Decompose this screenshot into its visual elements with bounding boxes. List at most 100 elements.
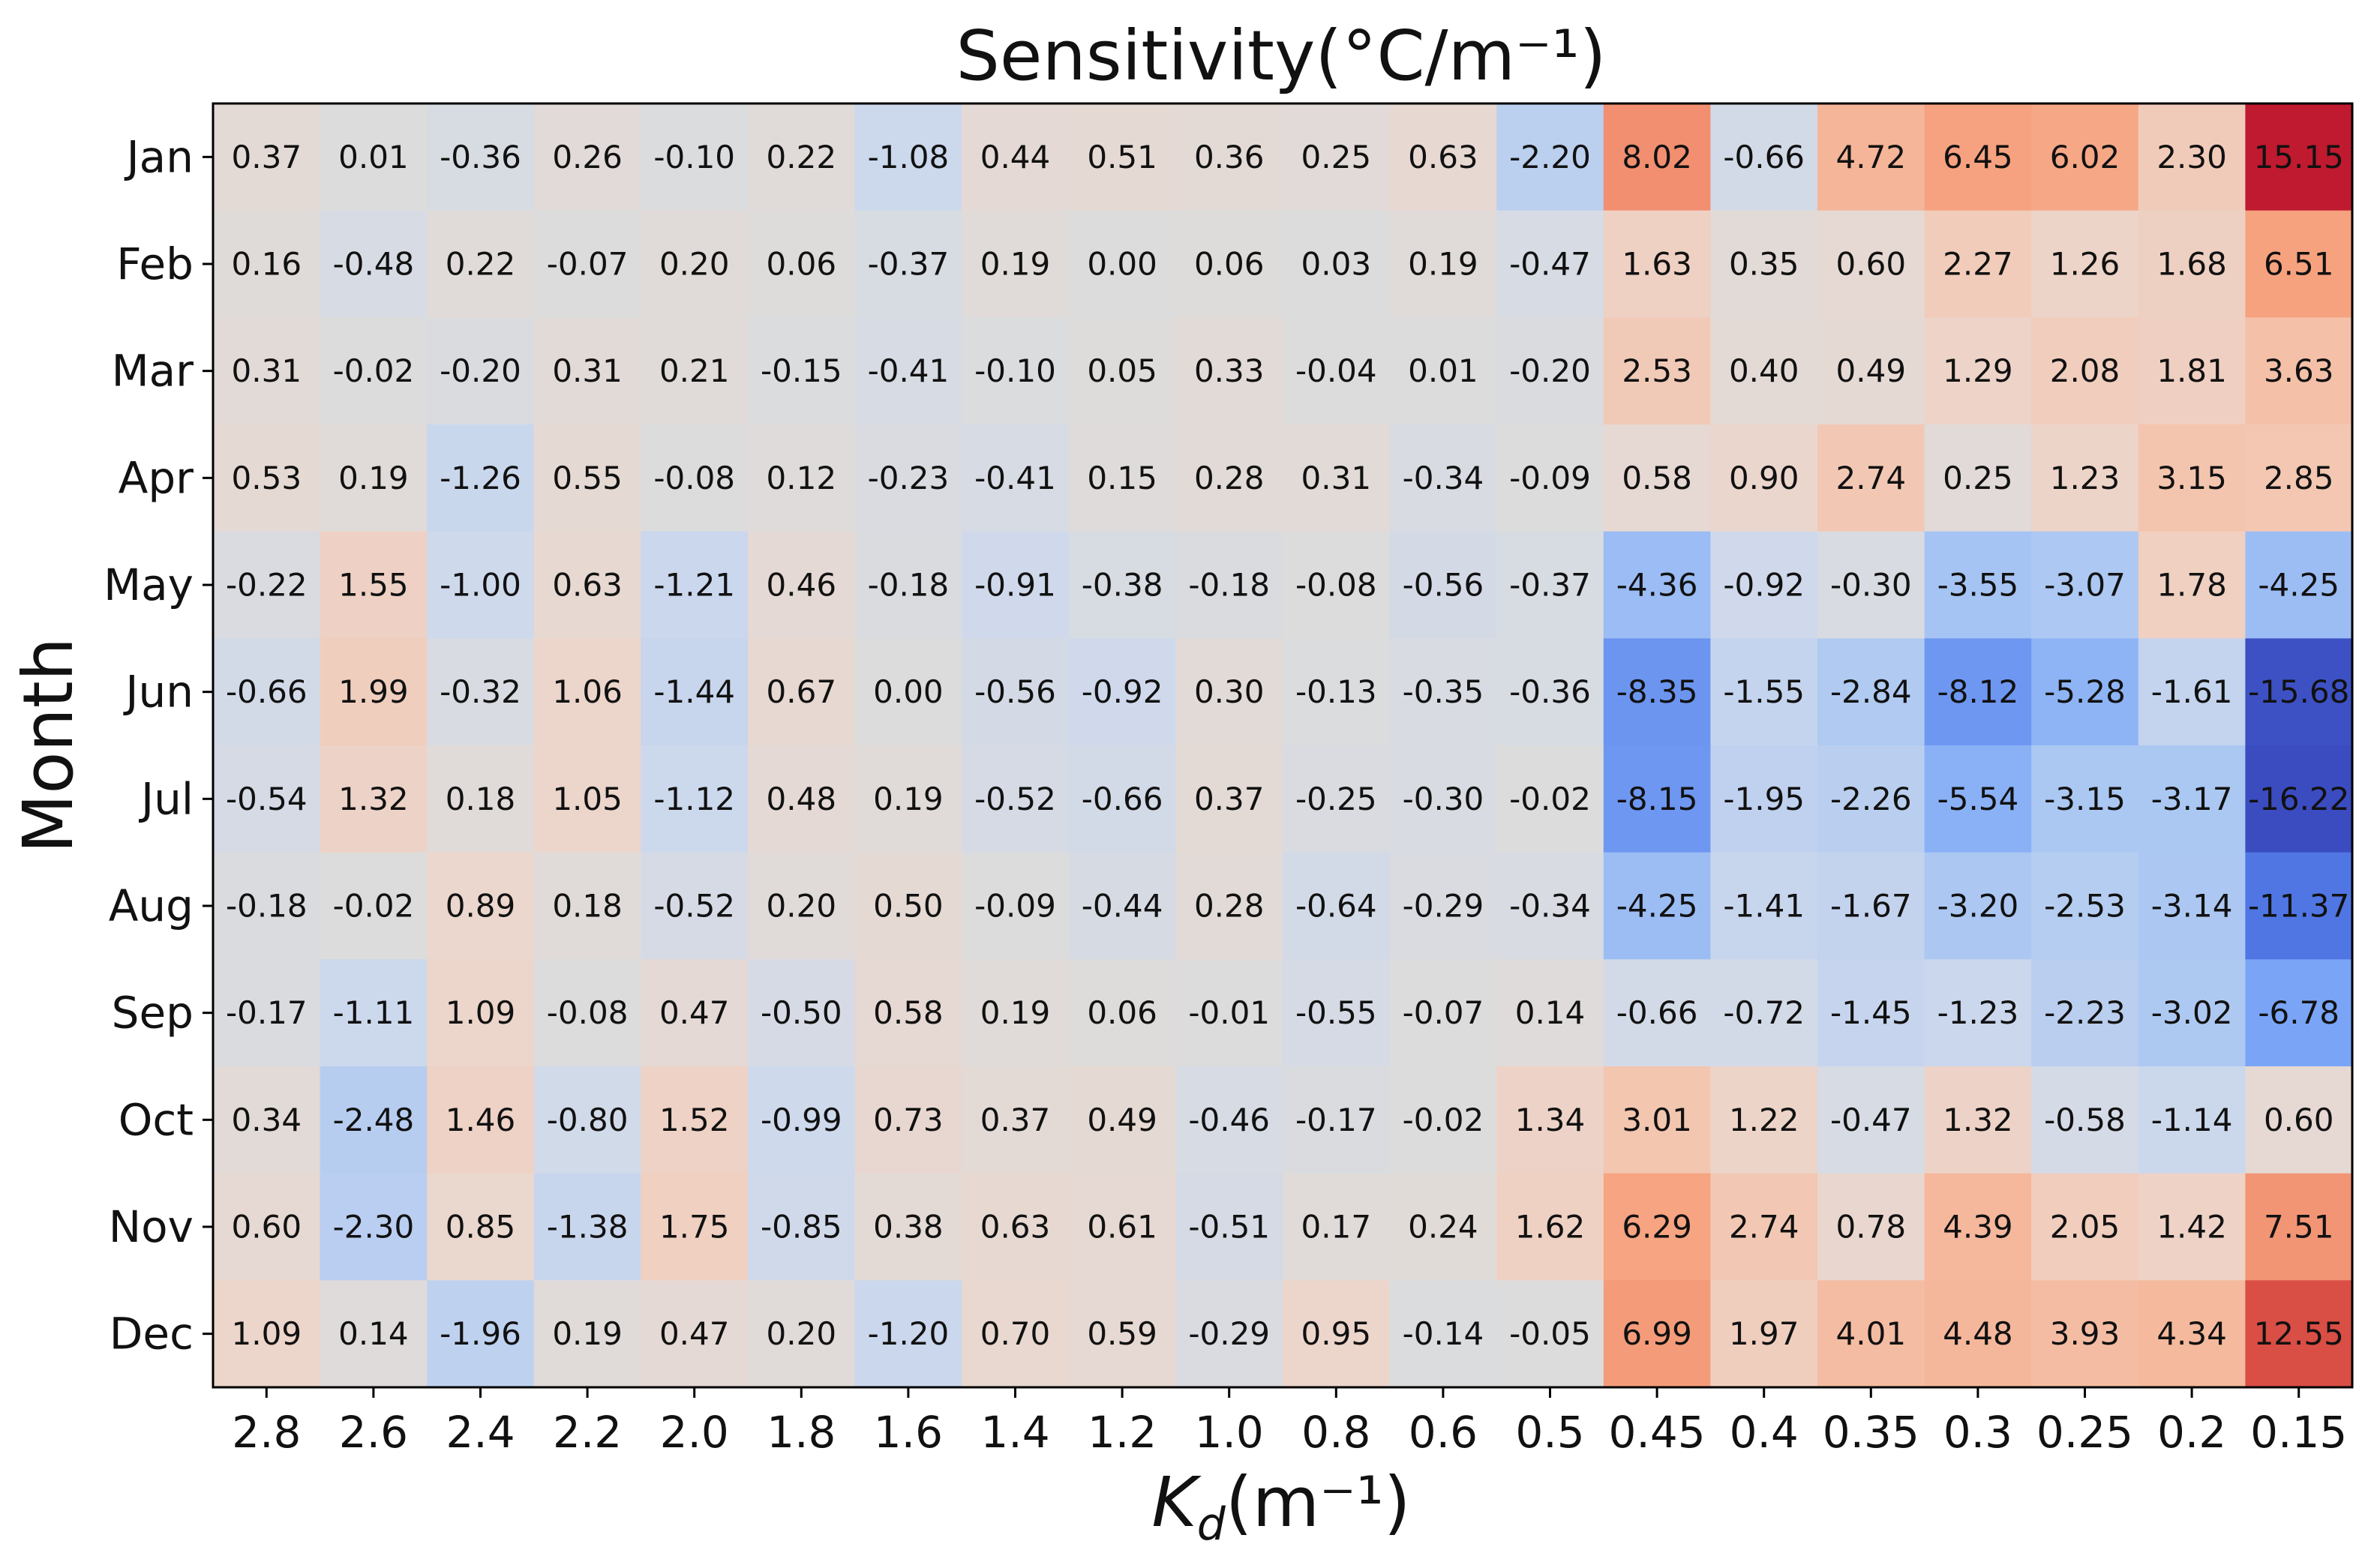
y-tick-label: Jul — [139, 773, 194, 824]
heatmap-cell — [2031, 852, 2139, 960]
cell-value-label: 0.21 — [659, 352, 730, 389]
heatmap-cell — [641, 1173, 749, 1281]
heatmap-cell — [427, 424, 535, 532]
cell-value-label: 0.46 — [767, 567, 837, 604]
cell-value-label: 1.22 — [1729, 1102, 1799, 1138]
cell-value-label: -2.30 — [333, 1209, 415, 1246]
cell-value-label: -0.17 — [1295, 1102, 1377, 1138]
cell-value-label: 0.36 — [1194, 139, 1265, 175]
y-tick-label: Aug — [109, 880, 194, 931]
cell-value-label: -0.72 — [1723, 994, 1805, 1031]
x-tick-label: 1.0 — [1195, 1407, 1264, 1458]
heatmap-cell — [1924, 1066, 2032, 1174]
heatmap-cell — [533, 745, 641, 853]
cell-value-label: 0.58 — [873, 994, 944, 1031]
heatmap-cell — [320, 959, 428, 1067]
cell-value-label: -0.22 — [226, 567, 308, 604]
heatmap-cell — [320, 852, 428, 960]
cell-value-label: 1.32 — [338, 781, 409, 817]
cell-value-label: -0.66 — [226, 673, 308, 710]
heatmap-cell — [1068, 1280, 1176, 1388]
cell-value-label: -0.30 — [1403, 781, 1484, 817]
heatmap-cell — [641, 959, 749, 1067]
cell-value-label: -11.37 — [2248, 888, 2349, 925]
cell-value-label: -1.00 — [440, 567, 521, 604]
heatmap-cell — [962, 210, 1070, 318]
cell-value-label: 0.40 — [1729, 352, 1799, 389]
cell-value-label: -1.61 — [2151, 673, 2233, 710]
cell-value-label: 0.60 — [232, 1209, 302, 1246]
cell-value-label: -0.92 — [1723, 567, 1805, 604]
cell-value-label: -5.54 — [1937, 781, 2019, 817]
heatmap-cell — [1283, 317, 1391, 425]
heatmap-cell — [1817, 424, 1925, 532]
heatmap-cell — [213, 1066, 321, 1174]
heatmap-cell — [2138, 317, 2246, 425]
cell-value-label: 0.19 — [980, 246, 1051, 283]
heatmap-cell — [2138, 1066, 2246, 1174]
x-tick-label: 1.2 — [1088, 1407, 1157, 1458]
heatmap-cell — [1603, 1173, 1711, 1281]
cell-value-label: 1.63 — [1622, 246, 1692, 283]
cell-value-label: 6.02 — [2050, 139, 2120, 175]
cell-value-label: -0.08 — [653, 460, 735, 496]
cell-value-label: 0.31 — [1301, 460, 1372, 496]
heatmap-cell — [1710, 1280, 1818, 1388]
x-tick-label: 2.4 — [446, 1407, 515, 1458]
cell-value-label: 1.97 — [1729, 1315, 1799, 1352]
heatmap-cell — [2245, 1280, 2353, 1388]
heatmap-cell — [748, 852, 856, 960]
cell-value-label: -5.28 — [2044, 673, 2126, 710]
cell-value-label: -1.20 — [868, 1315, 950, 1352]
heatmap-cell — [533, 638, 641, 746]
heatmap-cell — [1603, 103, 1711, 211]
cell-value-label: 1.09 — [446, 994, 516, 1031]
heatmap-cell — [1924, 959, 2032, 1067]
cell-value-label: -0.92 — [1082, 673, 1163, 710]
heatmap-cell — [1175, 317, 1283, 425]
cell-value-label: -0.36 — [440, 139, 521, 175]
heatmap-cell — [854, 317, 962, 425]
cell-value-label: -0.51 — [1188, 1209, 1270, 1246]
heatmap-cell — [1496, 1173, 1604, 1281]
heatmap-cell — [2031, 1173, 2139, 1281]
heatmap-cell — [1389, 745, 1497, 853]
cell-value-label: 0.30 — [1194, 673, 1265, 710]
heatmap-cell — [1924, 1173, 2032, 1281]
cell-value-label: -0.46 — [1188, 1102, 1270, 1138]
cell-value-label: 1.06 — [552, 673, 623, 710]
cell-value-label: 0.44 — [980, 139, 1051, 175]
heatmap-cell — [213, 959, 321, 1067]
heatmap-cell — [2031, 638, 2139, 746]
heatmap-cell — [854, 1066, 962, 1174]
heatmap-cell — [427, 103, 535, 211]
cell-value-label: -1.38 — [547, 1209, 629, 1246]
x-tick-label: 0.3 — [1943, 1407, 2012, 1458]
cell-value-label: 0.37 — [232, 139, 302, 175]
heatmap-cell — [2245, 959, 2353, 1067]
cell-value-label: 2.08 — [2050, 352, 2120, 389]
heatmap-cell — [2031, 1066, 2139, 1174]
cell-value-label: 0.33 — [1194, 352, 1265, 389]
heatmap-cell — [1175, 959, 1283, 1067]
x-tick-label: 0.35 — [1823, 1407, 1919, 1458]
y-tick-label: Mar — [112, 346, 194, 397]
cell-value-label: -0.37 — [1509, 567, 1591, 604]
cell-value-label: 1.32 — [1943, 1102, 2013, 1138]
heatmap-cell — [427, 1066, 535, 1174]
cell-value-label: -0.58 — [2044, 1102, 2126, 1138]
heatmap-cell — [2031, 424, 2139, 532]
cell-value-label: 1.75 — [659, 1209, 730, 1246]
cell-value-label: 0.01 — [1408, 352, 1478, 389]
cell-value-label: 3.15 — [2156, 460, 2227, 496]
heatmap-cell — [748, 1173, 856, 1281]
cell-value-label: -3.14 — [2151, 888, 2233, 925]
y-tick-label: Apr — [119, 452, 194, 503]
cell-value-label: -1.21 — [653, 567, 735, 604]
cell-value-label: 0.19 — [552, 1315, 623, 1352]
heatmap-cell — [641, 210, 749, 318]
heatmap-cell — [2138, 1280, 2246, 1388]
cell-value-label: 2.53 — [1622, 352, 1692, 389]
heatmap-cell — [213, 852, 321, 960]
